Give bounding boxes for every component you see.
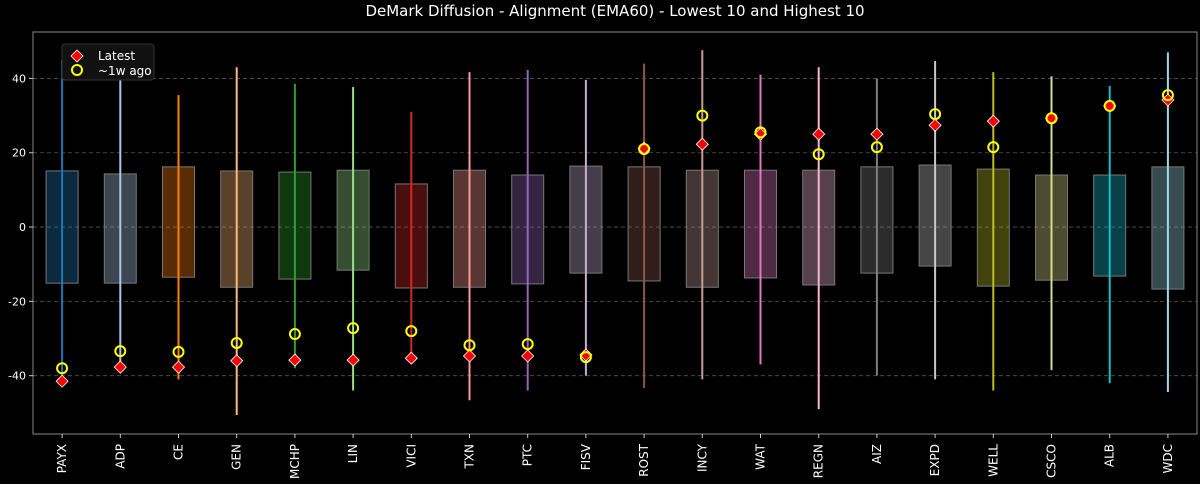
x-tick-label: GEN: [230, 444, 244, 470]
x-tick-label: CE: [172, 444, 186, 460]
latest-marker-MCHP: [288, 353, 302, 367]
latest-marker-PAYX: [55, 374, 69, 388]
x-tick-label: AIZ: [870, 444, 884, 464]
week-ago-marker-AIZ: [870, 141, 883, 154]
week-ago-marker-CSCO: [1045, 112, 1058, 125]
week-ago-marker-PTC: [521, 338, 534, 351]
x-tick-label: CSCO: [1045, 444, 1059, 478]
week-ago-marker-ALB: [1103, 99, 1116, 112]
week-ago-marker-MCHP: [288, 328, 301, 341]
week-ago-marker-ROST: [638, 143, 651, 156]
latest-marker-AIZ: [870, 127, 884, 141]
x-tick-label: WDC: [1161, 444, 1175, 473]
x-tick-label: FISV: [579, 443, 593, 470]
week-ago-marker-CE: [172, 345, 185, 358]
y-tick-label: 40: [12, 72, 26, 85]
legend-week-ago-label: ~1w ago: [98, 64, 152, 78]
y-axis: -40 -20 0 20 40: [8, 72, 33, 383]
x-tick-label: ROST: [637, 443, 651, 476]
y-tick-label: 0: [19, 221, 26, 234]
latest-marker-ADP: [113, 360, 127, 374]
x-tick-label: LIN: [346, 444, 360, 463]
x-tick-label: ALB: [1103, 444, 1117, 467]
latest-marker-PTC: [521, 349, 535, 363]
week-ago-marker-WDC: [1161, 89, 1174, 102]
week-ago-marker-EXPD: [929, 108, 942, 121]
x-tick-label: MCHP: [288, 444, 302, 479]
legend-latest-label: Latest: [98, 49, 135, 63]
latest-marker-WELL: [986, 114, 1000, 128]
week-ago-marker-TXN: [463, 339, 476, 352]
latest-marker-LIN: [346, 353, 360, 367]
x-tick-label: WAT: [754, 443, 768, 469]
week-ago-marker-WAT: [754, 126, 767, 139]
latest-marker-CE: [171, 360, 186, 374]
x-tick-label: VICI: [404, 444, 418, 468]
week-ago-marker-LIN: [347, 322, 360, 335]
x-tick-label: INCY: [695, 443, 709, 472]
y-tick-label: 20: [12, 147, 26, 160]
week-ago-marker-ADP: [114, 345, 127, 358]
x-tick-label: WELL: [986, 444, 1000, 477]
marks: [45, 50, 1185, 416]
x-tick-label: PTC: [521, 444, 535, 466]
latest-marker-VICI: [404, 351, 418, 365]
y-tick-label: -20: [8, 295, 26, 308]
week-ago-marker-VICI: [405, 325, 418, 338]
latest-marker-GEN: [230, 354, 244, 368]
latest-marker-EXPD: [928, 118, 942, 132]
x-tick-label: PAYX: [55, 444, 69, 473]
week-ago-marker-WELL: [987, 141, 1000, 154]
legend-latest-marker: [70, 49, 84, 63]
week-ago-marker-PAYX: [56, 362, 69, 375]
x-tick-label: EXPD: [928, 444, 942, 476]
grid: [33, 78, 1197, 377]
latest-marker-INCY: [695, 137, 709, 151]
x-tick-label: REGN: [812, 444, 826, 478]
week-ago-marker-REGN: [812, 148, 825, 161]
week-ago-marker-FISV: [579, 351, 592, 364]
plot-frame: [32, 31, 1198, 435]
week-ago-marker-GEN: [230, 336, 243, 349]
x-tick-label: ADP: [113, 444, 127, 469]
latest-marker-REGN: [812, 127, 826, 141]
week-ago-marker-INCY: [696, 109, 709, 122]
legend-box: [61, 43, 155, 81]
chart-title: DeMark Diffusion - Alignment (EMA60) - L…: [365, 2, 864, 20]
latest-marker-TXN: [462, 349, 477, 363]
legend-week-ago-marker: [71, 64, 83, 76]
x-tick-label: TXN: [463, 444, 477, 470]
x-axis: PAYX ADP CE GEN MCHP LIN VICI TXN PTC FISV ROST INC…: [55, 434, 1175, 479]
y-tick-label: -40: [8, 370, 26, 383]
legend: Latest ~1w ago: [61, 43, 155, 81]
